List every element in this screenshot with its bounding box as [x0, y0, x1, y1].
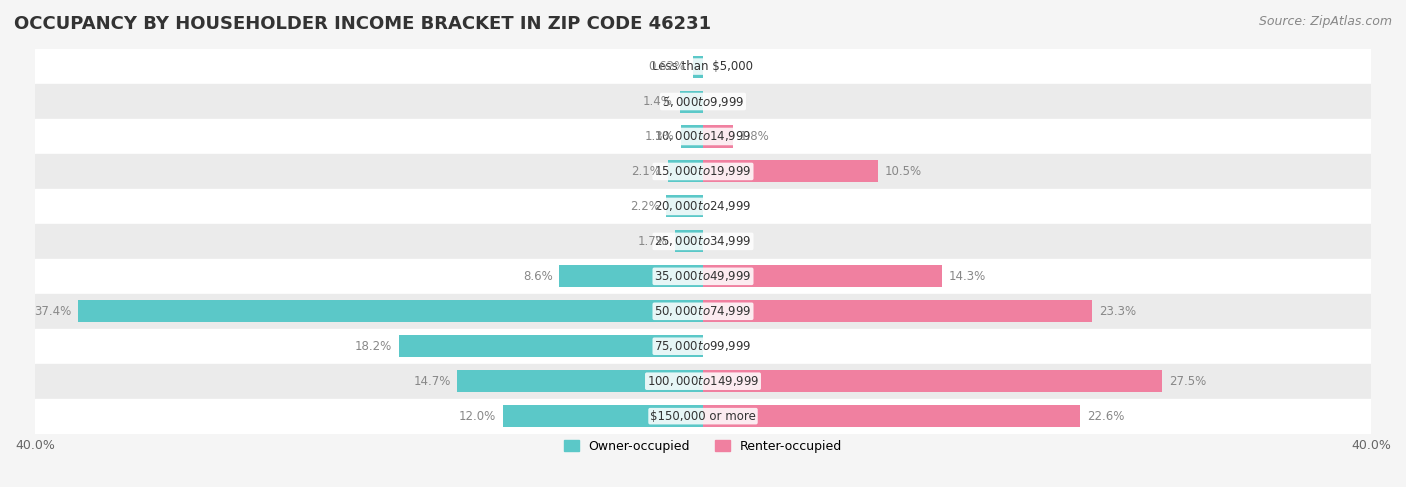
Bar: [703, 370, 1163, 392]
Bar: [35, 399, 1371, 433]
Bar: [35, 294, 1371, 329]
Bar: [693, 56, 703, 77]
Bar: [457, 370, 703, 392]
Text: $15,000 to $19,999: $15,000 to $19,999: [654, 165, 752, 178]
Text: $50,000 to $74,999: $50,000 to $74,999: [654, 304, 752, 318]
Text: 2.2%: 2.2%: [630, 200, 659, 213]
Bar: [35, 189, 1371, 224]
Bar: [560, 265, 703, 287]
Text: Source: ZipAtlas.com: Source: ZipAtlas.com: [1258, 15, 1392, 28]
Bar: [35, 84, 1371, 119]
Text: 27.5%: 27.5%: [1168, 375, 1206, 388]
Bar: [35, 119, 1371, 154]
Text: 1.3%: 1.3%: [645, 130, 675, 143]
Bar: [703, 405, 1080, 427]
Text: 1.8%: 1.8%: [740, 130, 769, 143]
Text: 37.4%: 37.4%: [34, 305, 72, 318]
Bar: [35, 259, 1371, 294]
Bar: [79, 300, 703, 322]
Text: 23.3%: 23.3%: [1099, 305, 1136, 318]
Text: 12.0%: 12.0%: [458, 410, 496, 423]
Text: $5,000 to $9,999: $5,000 to $9,999: [662, 94, 744, 109]
Bar: [35, 49, 1371, 84]
Text: $10,000 to $14,999: $10,000 to $14,999: [654, 130, 752, 144]
Text: 1.7%: 1.7%: [638, 235, 668, 248]
Text: $25,000 to $34,999: $25,000 to $34,999: [654, 234, 752, 248]
Bar: [703, 126, 733, 148]
Text: OCCUPANCY BY HOUSEHOLDER INCOME BRACKET IN ZIP CODE 46231: OCCUPANCY BY HOUSEHOLDER INCOME BRACKET …: [14, 15, 711, 33]
Text: 8.6%: 8.6%: [523, 270, 553, 283]
Bar: [668, 160, 703, 183]
Bar: [679, 91, 703, 112]
Text: $20,000 to $24,999: $20,000 to $24,999: [654, 199, 752, 213]
Bar: [35, 364, 1371, 399]
Bar: [35, 224, 1371, 259]
Bar: [35, 329, 1371, 364]
Text: $100,000 to $149,999: $100,000 to $149,999: [647, 374, 759, 388]
Bar: [502, 405, 703, 427]
Text: 10.5%: 10.5%: [884, 165, 922, 178]
Text: Less than $5,000: Less than $5,000: [652, 60, 754, 73]
Bar: [666, 195, 703, 217]
Bar: [35, 154, 1371, 189]
Text: 14.3%: 14.3%: [949, 270, 986, 283]
Text: $150,000 or more: $150,000 or more: [650, 410, 756, 423]
Text: 18.2%: 18.2%: [356, 340, 392, 353]
Bar: [703, 300, 1092, 322]
Bar: [399, 335, 703, 357]
Text: $75,000 to $99,999: $75,000 to $99,999: [654, 339, 752, 353]
Bar: [703, 160, 879, 183]
Bar: [675, 230, 703, 252]
Text: 2.1%: 2.1%: [631, 165, 661, 178]
Text: 0.62%: 0.62%: [648, 60, 686, 73]
Text: $35,000 to $49,999: $35,000 to $49,999: [654, 269, 752, 283]
Legend: Owner-occupied, Renter-occupied: Owner-occupied, Renter-occupied: [558, 435, 848, 458]
Text: 22.6%: 22.6%: [1087, 410, 1125, 423]
Bar: [703, 265, 942, 287]
Text: 14.7%: 14.7%: [413, 375, 451, 388]
Bar: [682, 126, 703, 148]
Text: 1.4%: 1.4%: [643, 95, 673, 108]
